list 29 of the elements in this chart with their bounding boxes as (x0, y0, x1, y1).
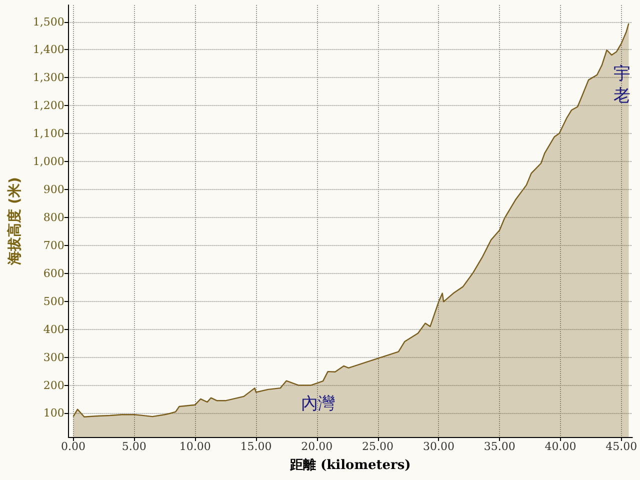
y-tick-label: 300 (43, 350, 64, 364)
y-tick-label: 500 (43, 294, 64, 308)
y-tick-label: 1,000 (32, 155, 64, 168)
x-tick-label: 25.00 (362, 440, 394, 453)
annotation: 宇老 (614, 64, 630, 106)
y-tick-label: 700 (43, 238, 64, 252)
y-tick-label: 200 (43, 378, 64, 392)
y-tick-label: 600 (43, 266, 64, 280)
x-tick-label: 20.00 (301, 440, 333, 453)
x-tick-label: 40.00 (544, 440, 576, 453)
x-tick-label: 0.00 (61, 440, 86, 453)
x-tick-label: 10.00 (179, 440, 211, 453)
y-tick-label: 900 (43, 183, 64, 196)
y-tick-label: 100 (43, 406, 64, 420)
x-tick-label: 15.00 (240, 440, 272, 453)
y-tick-label: 400 (43, 322, 64, 336)
y-tick-label: 1,100 (32, 127, 64, 140)
y-tick-label: 1,500 (32, 15, 64, 28)
y-tick-label: 1,300 (32, 71, 64, 84)
y-tick-label: 1,200 (32, 99, 64, 112)
x-tick-label: 30.00 (422, 440, 454, 453)
x-tick-label: 35.00 (484, 440, 516, 453)
y-axis-title: 海拔高度 (米) (6, 177, 23, 266)
x-axis-title: 距離 (kilometers) (288, 458, 411, 473)
annotation: 內灣 (301, 394, 335, 414)
x-tick-label: 5.00 (122, 440, 146, 453)
x-tick-label: 45.00 (606, 440, 638, 453)
y-tick-label: 800 (43, 211, 64, 224)
y-tick-label: 1,400 (32, 43, 64, 56)
